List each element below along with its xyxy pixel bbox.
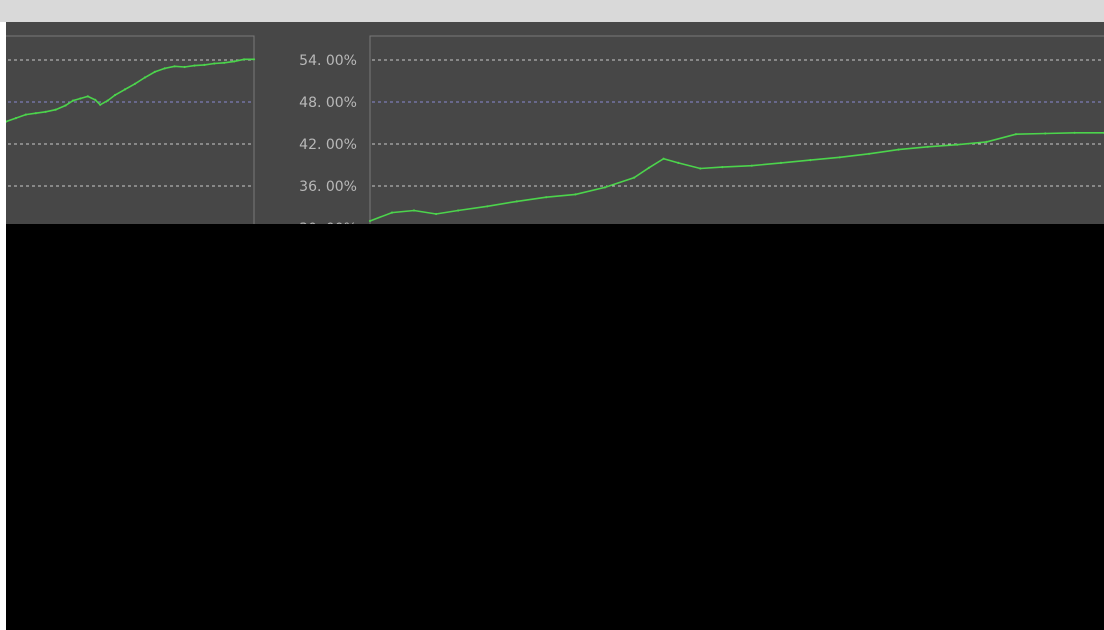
data-point: [699, 167, 702, 170]
data-point: [633, 176, 636, 179]
data-point: [71, 99, 75, 102]
series-line: [369, 132, 1104, 222]
y-tick-label: 30. 00%: [299, 221, 357, 224]
data-point: [173, 65, 176, 68]
data-point: [603, 186, 607, 189]
data-point: [252, 58, 256, 61]
data-point: [662, 157, 665, 160]
data-point: [223, 61, 226, 64]
data-point: [486, 205, 489, 208]
data-point: [153, 70, 156, 73]
data-point: [838, 156, 841, 159]
data-point: [64, 104, 67, 107]
data-point: [44, 110, 47, 113]
data-point: [163, 67, 166, 70]
data-point: [34, 112, 37, 115]
data-point: [14, 117, 17, 120]
chart-panel-left: [6, 35, 256, 224]
data-point: [1044, 132, 1047, 135]
data-point: [183, 65, 186, 69]
data-point: [123, 88, 127, 91]
panel-frame: [369, 35, 1104, 224]
data-point: [647, 166, 651, 169]
data-point: [677, 161, 680, 164]
data-point: [457, 209, 460, 212]
data-point: [809, 159, 812, 162]
data-point: [143, 76, 146, 79]
data-point: [114, 93, 117, 97]
y-tick-label: 54. 00%: [299, 53, 357, 69]
data-point: [412, 209, 416, 212]
y-tick-label: 36. 00%: [299, 179, 357, 195]
data-point: [1014, 133, 1018, 136]
data-point: [79, 97, 82, 100]
data-point: [721, 166, 724, 169]
data-point: [545, 196, 548, 199]
data-point: [750, 164, 753, 167]
occluded-region: [6, 224, 1104, 630]
data-point: [133, 82, 137, 85]
data-point: [515, 200, 518, 203]
data-point: [897, 148, 900, 151]
left-window-edge: [0, 22, 6, 630]
data-point: [390, 211, 394, 214]
data-point: [94, 98, 97, 101]
data-point: [368, 219, 372, 223]
chart-area: 54. 00% 48. 00% 42. 00% 36. 00% 30. 00%: [6, 22, 1104, 224]
data-point: [233, 60, 236, 63]
y-axis-tick-labels: 54. 00% 48. 00% 42. 00% 36. 00% 30. 00%: [299, 53, 357, 224]
data-point: [193, 64, 196, 67]
y-tick-label: 48. 00%: [299, 95, 357, 111]
data-point: [99, 103, 102, 106]
data-point: [213, 62, 216, 65]
data-point: [86, 95, 89, 98]
data-point: [203, 63, 206, 66]
charts-svg: 54. 00% 48. 00% 42. 00% 36. 00% 30. 00%: [6, 35, 1104, 224]
data-point: [779, 161, 783, 164]
data-point: [868, 152, 871, 155]
data-point: [54, 108, 57, 111]
data-point: [956, 143, 959, 146]
data-point: [985, 140, 988, 143]
data-point: [6, 120, 8, 123]
data-point: [24, 113, 27, 116]
data-point: [1073, 131, 1076, 134]
data-point: [106, 99, 109, 102]
data-point: [435, 212, 438, 216]
chart-panel-right: [368, 35, 1104, 224]
top-strip: [0, 0, 1104, 22]
data-point: [574, 193, 577, 196]
y-tick-label: 42. 00%: [299, 137, 357, 153]
data-point: [243, 58, 246, 61]
data-point: [926, 145, 929, 148]
panel-frame: [6, 35, 255, 224]
series-line: [6, 58, 254, 123]
